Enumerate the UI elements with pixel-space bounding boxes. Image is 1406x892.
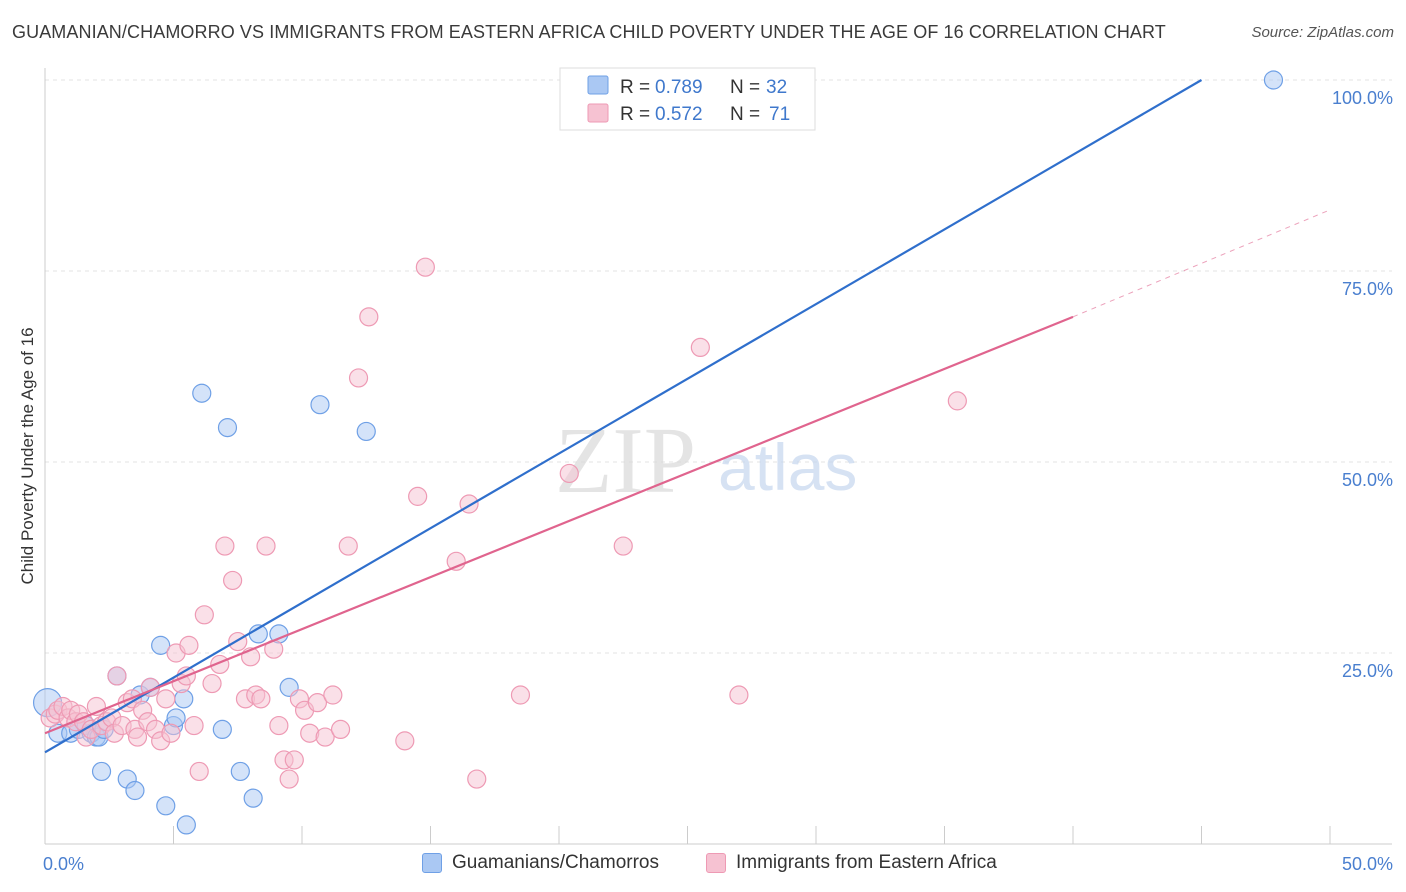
legend-r-value-1: 0.572 [655,104,703,125]
point-eastern-africa-33 [184,715,204,736]
y-tick-label-25: 25.0% [1342,661,1393,681]
legend-bottom-swatch-eastern-africa [706,853,726,873]
point-eastern-africa-21 [127,727,148,747]
point-eastern-africa-27 [156,689,176,709]
point-eastern-africa-59 [348,368,369,388]
point-eastern-africa-58 [338,536,358,556]
point-guamanian-30 [356,421,376,442]
point-guamanian-23 [217,418,238,438]
point-eastern-africa-39 [223,570,243,591]
point-eastern-africa-66 [467,769,487,789]
trend-line-eastern-africa [44,315,1074,735]
legend-n-label-1: N = [730,104,760,125]
point-eastern-africa-40 [228,631,248,652]
source-label: Source: ZipAtlas.com [1251,24,1394,41]
gridlines [45,79,1392,654]
legend-bottom-label-eastern-africa: Immigrants from Eastern Africa [736,852,997,873]
point-eastern-africa-28 [161,723,181,743]
point-eastern-africa-36 [202,673,222,694]
y-tick-labels: 25.0% 50.0% 75.0% 100.0% [1332,88,1393,681]
legend-n-label-0: N = [730,77,760,98]
y-tick-label-50: 50.0% [1342,470,1393,490]
legend-n-value-1: 71 [769,104,790,125]
y-tick-label-75: 75.0% [1342,279,1393,299]
point-eastern-africa-49 [279,769,299,789]
legend-swatch-guamanians [587,75,609,95]
watermark: ZIP atlas [555,409,857,513]
legend-item-eastern-africa: Immigrants from Eastern Africa [706,852,997,874]
legend-r-label-1: R = [620,104,650,125]
point-eastern-africa-56 [323,685,343,705]
watermark-atlas: atlas [718,430,857,504]
point-eastern-africa-62 [408,486,428,506]
point-guamanian-29 [310,395,330,415]
point-eastern-africa-57 [330,719,351,740]
point-eastern-africa-35 [194,605,214,625]
point-guamanian-15 [151,635,171,655]
point-eastern-africa-47 [269,715,289,736]
legend-bottom: Guamanians/Chamorros Immigrants from Eas… [0,852,1406,878]
point-eastern-africa-50 [284,750,304,770]
trend-line-guamanians [44,79,1203,754]
y-axis-label: Child Poverty Under the Age of 16 [18,327,37,584]
point-eastern-africa-34 [189,761,209,782]
point-guamanian-9 [91,761,112,782]
point-eastern-africa-67 [510,685,531,705]
point-eastern-africa-69 [613,536,633,556]
point-eastern-africa-44 [251,689,271,709]
point-eastern-africa-71 [729,685,749,705]
watermark-zip: ZIP [555,409,696,513]
point-guamanian-12 [125,780,145,801]
point-guamanian-25 [243,788,263,808]
point-guamanian-24 [230,761,250,782]
point-eastern-africa-72 [947,391,967,411]
point-eastern-africa-70 [690,337,710,357]
y-tick-label-100: 100.0% [1332,88,1393,108]
x-tick-label-min: 0.0% [43,854,84,874]
point-eastern-africa-32 [179,635,199,655]
point-guamanian-31 [1263,70,1284,90]
points-eastern-africa [40,257,967,789]
point-eastern-africa-63 [415,257,435,277]
point-eastern-africa-45 [256,536,276,556]
point-guamanian-21 [192,383,212,403]
point-eastern-africa-60 [359,307,379,327]
x-ticks [173,826,1331,844]
point-guamanian-20 [176,815,196,835]
point-eastern-africa-61 [395,731,415,751]
point-eastern-africa-16 [107,666,127,686]
legend-top: R = 0.789 N = 32 R = 0.572 N = 71 [559,67,816,131]
chart-title: GUAMANIAN/CHAMORRO VS IMMIGRANTS FROM EA… [12,22,1166,42]
trend-line-extension-eastern-africa [1072,209,1331,318]
legend-item-guamanians: Guamanians/Chamorros [422,852,659,874]
legend-bottom-label-guamanians: Guamanians/Chamorros [452,852,659,873]
trend-lines [44,79,1331,754]
point-eastern-africa-54 [307,693,328,713]
point-eastern-africa-68 [559,463,579,484]
legend-n-value-0: 32 [766,77,787,98]
legend-swatch-eastern-africa [587,103,609,123]
legend-r-value-0: 0.789 [655,77,703,98]
legend-bottom-swatch-guamanians [422,853,442,873]
point-guamanian-22 [212,719,232,740]
point-eastern-africa-55 [315,727,335,747]
point-guamanian-16 [156,796,176,816]
point-eastern-africa-38 [215,536,235,556]
legend-r-label-0: R = [620,77,650,98]
x-tick-label-max: 50.0% [1342,854,1393,874]
